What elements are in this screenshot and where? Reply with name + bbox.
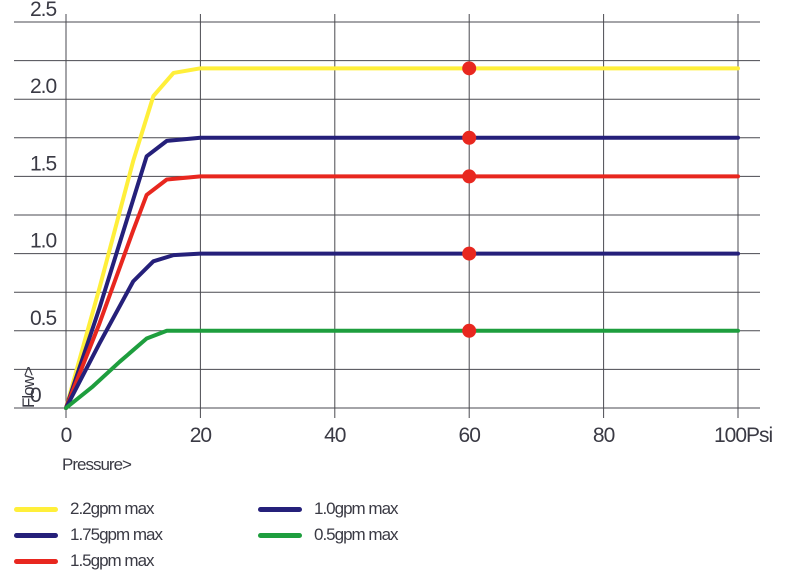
series-lines	[64, 66, 740, 410]
legend-swatch	[258, 532, 302, 538]
y-tick-label: 0	[30, 384, 41, 407]
legend-item: 2.2gpm max	[14, 498, 155, 520]
data-point-marker	[462, 61, 477, 76]
y-tick-label: 0.5	[30, 307, 57, 330]
y-tick-label: 2.5	[30, 0, 57, 21]
flow-pressure-chart: 0 0.5 1.0 1.5 2.0 2.5 0 20 40 60 80 100Psi Pressur…	[14, 0, 774, 474]
series-line	[64, 251, 740, 410]
y-tick-label: 1.0	[30, 230, 57, 253]
legend-item: 1.0gpm max	[258, 498, 399, 520]
legend-swatch	[14, 558, 58, 564]
y-tick-label: 2.0	[30, 75, 57, 98]
data-point-marker	[462, 169, 477, 184]
legend-item: 1.75gpm max	[14, 524, 163, 546]
legend-label: 2.2gpm max	[70, 499, 155, 518]
legend-swatch	[14, 506, 58, 512]
series-line	[64, 135, 740, 410]
y-axis-label: Flow>	[19, 366, 38, 408]
y-tick-label: 1.5	[30, 152, 57, 175]
legend: 2.2gpm max 1.75gpm max 1.5gpm max 1.0gpm…	[14, 498, 484, 578]
x-tick-label: 100Psi	[714, 424, 773, 447]
x-tick-label: 80	[593, 424, 615, 447]
x-axis-label: Pressure>	[62, 455, 132, 474]
data-point-marker	[462, 130, 477, 145]
series-line	[64, 174, 740, 410]
data-point-marker	[462, 246, 477, 261]
x-tick-label: 0	[61, 424, 72, 447]
x-tick-labels: 0 20 40 60 80 100Psi	[61, 424, 774, 447]
series-line	[64, 328, 740, 410]
x-tick-label: 40	[324, 424, 346, 447]
x-tick-label: 20	[190, 424, 212, 447]
series-line	[64, 66, 740, 410]
legend-swatch	[14, 532, 58, 538]
legend-item: 1.5gpm max	[14, 550, 155, 572]
legend-label: 1.75gpm max	[70, 525, 163, 544]
legend-swatch	[258, 506, 302, 512]
x-tick-label: 60	[459, 424, 481, 447]
markers	[462, 61, 477, 338]
legend-item: 0.5gpm max	[258, 524, 399, 546]
legend-label: 1.0gpm max	[314, 499, 399, 518]
data-point-marker	[462, 323, 477, 338]
y-tick-labels: 0 0.5 1.0 1.5 2.0 2.5	[30, 0, 58, 407]
legend-label: 0.5gpm max	[314, 525, 399, 544]
legend-label: 1.5gpm max	[70, 551, 155, 570]
